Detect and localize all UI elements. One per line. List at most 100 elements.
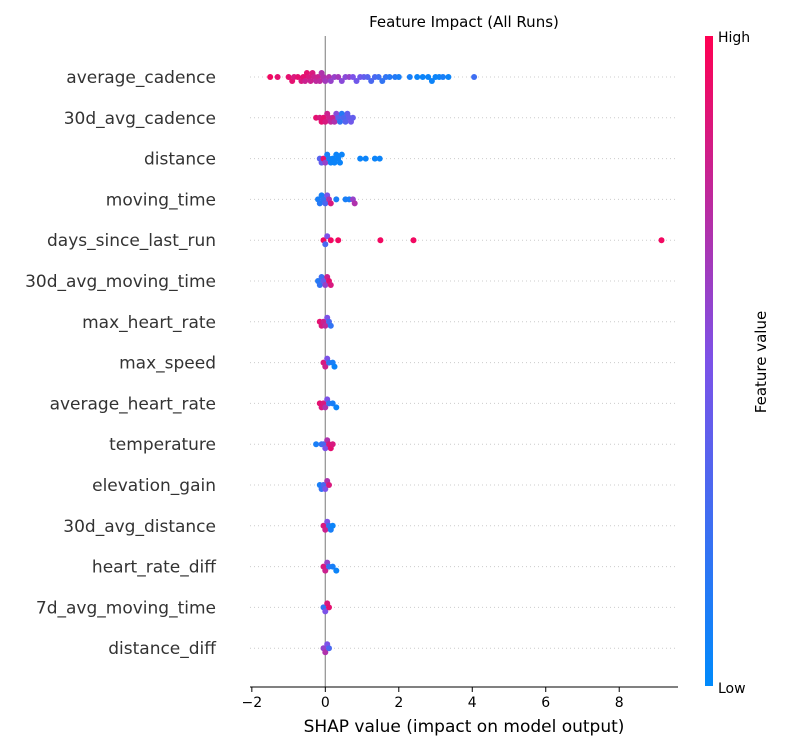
shap-point [302,78,309,84]
shap-point [322,486,329,492]
shap-point [349,74,356,80]
shap-point [333,404,340,411]
shap-point [406,74,413,80]
shap-point [353,78,360,84]
shap-point [324,233,331,240]
shap-point [375,74,382,80]
feature-label: max_heart_rate [82,313,216,333]
x-tick-label: 0 [321,695,330,711]
shap-point [329,400,336,407]
shap-point [471,74,478,80]
shap-point [331,159,338,166]
colorbar-low-label: Low [718,681,746,697]
shap-point [322,241,329,248]
shap-point [351,200,358,207]
shap-point [326,604,332,611]
shap-point [274,74,281,80]
shap-point [329,563,336,570]
shap-point [313,441,320,448]
shap-point [342,118,349,125]
shap-point [335,237,342,244]
colorbar-title: Feature value [752,311,770,413]
shap-point [316,200,323,207]
shap-point [322,118,329,125]
shap-point [326,645,332,652]
row-grid [250,76,678,649]
shap-point [322,567,329,574]
feature-label: elevation_gain [92,476,216,496]
shap-point [658,237,665,244]
shap-point [333,196,340,203]
shap-point [285,74,292,80]
shap-point [326,482,332,488]
feature-label: 7d_avg_moving_time [36,598,216,618]
x-tick-label: 2 [394,695,403,711]
feature-label: 30d_avg_cadence [64,109,216,129]
shap-point [357,155,364,162]
shap-point [322,526,329,533]
shap-point [331,118,338,125]
feature-label: average_cadence [66,68,216,88]
shap-point [322,649,329,656]
shap-point [316,282,323,288]
shap-point [327,282,334,288]
shap-point [364,74,371,80]
feature-label: distance [144,150,216,170]
shap-point [322,363,329,370]
shap-point [267,74,274,80]
shap-point [337,118,343,125]
shap-point [327,78,334,84]
shap-point [410,237,417,244]
shap-point [338,151,345,158]
shap-point [316,78,323,84]
shap-point [376,155,383,162]
shap-point [322,282,329,288]
shap-point [337,159,343,166]
shap-point [307,78,314,84]
shap-point [379,78,386,84]
shap-point [294,74,301,80]
shap-point [362,155,369,162]
shap-point [377,237,384,244]
feature-label: distance_diff [108,639,217,659]
shap-point [322,404,329,411]
shap-point [349,114,356,121]
shap-point [327,200,334,207]
colorbar [705,36,713,686]
shap-point [322,159,329,166]
x-axis-ticks: −2 0 2 4 6 8 [242,687,624,711]
feature-label: temperature [109,435,216,455]
shap-point [439,74,446,80]
shap-point [333,567,340,574]
feature-label: 30d_avg_moving_time [25,272,216,292]
points-layer [267,70,665,656]
shap-point [368,78,375,84]
x-axis-title: SHAP value (impact on model output) [304,717,625,737]
shap-point [322,445,329,452]
shap-point [322,322,329,329]
shap-point [322,78,329,84]
feature-label: 30d_avg_distance [63,517,216,537]
x-tick-label: −2 [242,695,263,711]
feature-label: max_speed [119,354,216,374]
shap-point [338,78,345,84]
shap-point [425,74,432,80]
shap-point [322,608,329,615]
x-tick-label: 6 [541,695,550,711]
shap-point [445,74,452,80]
feature-label: heart_rate_diff [92,558,217,578]
feature-labels: average_cadence 30d_avg_cadence distance mo… [25,68,217,659]
shap-point [428,78,435,84]
x-tick-label: 8 [615,695,624,711]
shap-point [329,522,336,529]
shap-point [329,441,336,448]
feature-label: average_heart_rate [50,394,216,414]
shap-point [395,74,402,80]
x-tick-label: 4 [468,695,477,711]
shap-point [386,74,393,80]
colorbar-high-label: High [718,30,750,46]
shap-point [414,74,421,80]
shap-point [331,363,338,370]
chart-title: Feature Impact (All Runs) [369,13,559,31]
shap-point [419,74,426,80]
